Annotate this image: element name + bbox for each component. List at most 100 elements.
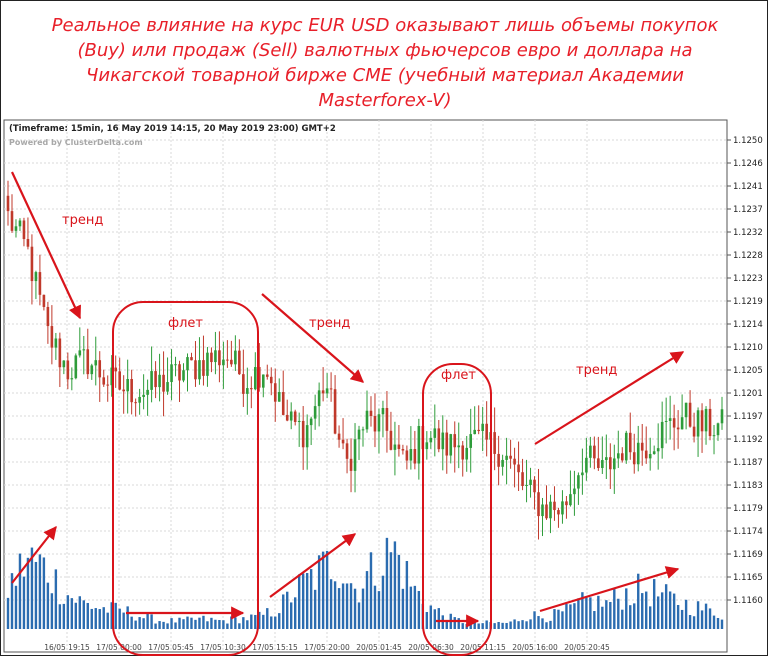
candle-body (317, 390, 321, 407)
candle-body (230, 359, 233, 365)
volume-bar (349, 583, 353, 629)
annotation-label: тренд (62, 213, 103, 228)
volume-bar (597, 595, 600, 629)
x-tick-label: 17/05 05:45 (148, 643, 194, 652)
volume-bar (409, 586, 413, 629)
candle-body (218, 350, 221, 366)
candle-body (14, 226, 18, 231)
volume-bar (26, 557, 30, 629)
volume-bar (461, 623, 464, 629)
volume-bar (437, 608, 440, 629)
candle-body (146, 389, 149, 395)
candle-body (513, 458, 516, 465)
volume-bar (313, 589, 317, 629)
candle-body (644, 450, 648, 459)
candle-body (660, 421, 664, 449)
candle-body (246, 388, 249, 394)
volume-bar (541, 618, 544, 629)
volume-bar (373, 585, 377, 629)
candle-body (417, 425, 421, 464)
candle-body (90, 365, 94, 375)
candle-body (684, 402, 688, 418)
volume-bar (676, 604, 680, 629)
volume-bar (122, 612, 125, 629)
candle-body (54, 338, 58, 348)
volume-bar (585, 597, 588, 629)
annotation-label: флет (168, 316, 203, 331)
volume-bar (477, 623, 480, 629)
x-tick-label: 20/05 06:30 (408, 643, 454, 652)
candle-body (349, 458, 353, 471)
candle-body (493, 432, 496, 454)
volume-bar (688, 615, 692, 629)
volume-bar (680, 609, 684, 629)
volume-bar (704, 603, 708, 629)
volume-bar (617, 598, 620, 629)
candle-body (10, 211, 14, 231)
candle-body (353, 439, 357, 471)
volume-bar (230, 616, 233, 629)
volume-bar (333, 581, 337, 629)
y-tick-label: 1.1192 (733, 435, 763, 445)
candle-body (345, 443, 349, 459)
candle-body (648, 454, 652, 459)
volume-bar (54, 569, 58, 629)
candle-body (138, 396, 141, 403)
volume-bar (202, 615, 205, 629)
volume-bar (325, 550, 329, 629)
candle-body (26, 239, 30, 247)
volume-bar (405, 561, 409, 629)
volume-bar (684, 599, 688, 629)
candle-body (505, 455, 508, 460)
candle-body (250, 388, 253, 390)
volume-bar (696, 601, 700, 629)
volume-bar (282, 594, 285, 629)
candle-body (46, 306, 50, 327)
volume-bar (441, 615, 444, 629)
volume-bar (493, 623, 496, 629)
volume-bar (652, 579, 656, 629)
y-tick-label: 1.1174 (733, 527, 763, 537)
volume-bar (593, 611, 596, 629)
candle-body (585, 457, 588, 473)
volume-bar (74, 602, 78, 629)
volume-bar (720, 619, 724, 629)
volume-bar (90, 608, 93, 629)
candle-body (58, 338, 62, 368)
candle-body (329, 388, 333, 390)
x-tick-label: 17/05 15:15 (252, 643, 298, 652)
candle-body (692, 426, 696, 437)
candle-body (74, 355, 78, 379)
volume-bar (130, 616, 133, 629)
volume-bar (38, 554, 42, 629)
volume-bar (162, 621, 165, 629)
volume-bar (413, 585, 417, 629)
candle-body (533, 479, 536, 493)
volume-bar (469, 621, 472, 629)
volume-bar (274, 616, 277, 629)
volume-bar (353, 588, 357, 629)
volume-bar (668, 591, 672, 629)
candle-body (573, 488, 576, 495)
volume-bar (557, 609, 560, 629)
candle-body (537, 492, 540, 517)
volume-bar (34, 561, 38, 629)
volume-bar (321, 551, 325, 629)
volume-bar (445, 621, 448, 629)
candle-body (226, 359, 229, 361)
candle-body (385, 408, 389, 431)
volume-bar (126, 606, 129, 629)
volume-bar (234, 617, 237, 629)
volume-bar (517, 621, 520, 629)
candle-body (325, 388, 329, 394)
volume-bar (174, 622, 177, 629)
volume-bar (569, 604, 572, 629)
volume-bar (278, 613, 281, 629)
candle-body (50, 326, 54, 348)
candle-body (210, 352, 213, 363)
candle-body (545, 504, 548, 519)
flat-ellipse-2 (422, 363, 492, 656)
volume-bar (305, 573, 309, 629)
volume-bar (134, 620, 137, 629)
y-tick-label: 1.1241 (733, 182, 763, 192)
